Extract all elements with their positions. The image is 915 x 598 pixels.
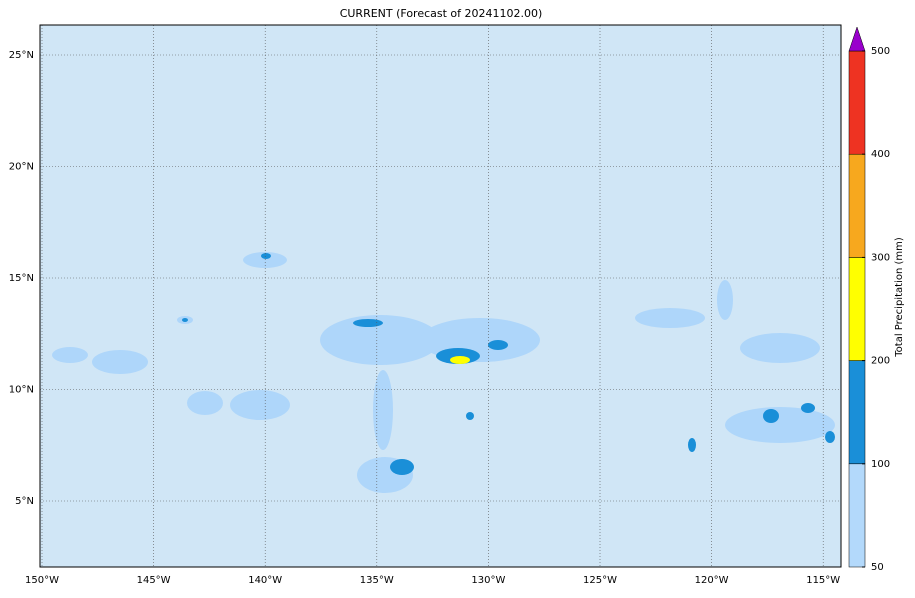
lon-label: 135°W <box>360 575 394 586</box>
colorbar-band <box>848 153 866 258</box>
precip-area <box>373 370 393 450</box>
precip-area <box>182 318 188 322</box>
precip-area <box>187 391 223 415</box>
precip-area <box>230 390 290 420</box>
colorbar-tick-label: 500 <box>871 46 890 57</box>
precip-area <box>825 431 835 443</box>
precip-area <box>450 356 470 364</box>
precip-area <box>353 319 383 327</box>
lon-label: 150°W <box>25 575 59 586</box>
colorbar-tick-label: 200 <box>871 356 890 367</box>
precip-area <box>801 403 815 413</box>
colorbar-label: Total Precipitation (mm) <box>894 237 905 358</box>
precip-area <box>488 340 508 350</box>
colorbar-extend <box>848 26 866 52</box>
precip-area <box>390 459 414 475</box>
colorbar-tick-label: 300 <box>871 252 890 263</box>
precip-area <box>763 409 779 423</box>
colorbar-band <box>848 360 866 465</box>
colorbar-tick-label: 400 <box>871 149 890 160</box>
precip-area <box>261 253 271 259</box>
map-frame <box>39 24 842 568</box>
lat-label: 10°N <box>9 385 34 396</box>
graticule <box>40 25 841 567</box>
lon-label: 115°W <box>806 575 840 586</box>
colorbar-tick-label: 50 <box>871 562 884 573</box>
lon-label: 120°W <box>695 575 729 586</box>
lon-label: 140°W <box>248 575 282 586</box>
ocean <box>40 25 841 567</box>
lat-label: 25°N <box>9 50 34 61</box>
lon-label: 125°W <box>583 575 617 586</box>
precip-area <box>688 438 696 452</box>
lat-label: 5°N <box>15 496 34 507</box>
lon-label: 130°W <box>471 575 505 586</box>
colorbar-band <box>848 257 866 361</box>
precip-area <box>740 333 820 363</box>
precip-areas <box>52 252 835 493</box>
lon-label: 145°W <box>137 575 171 586</box>
precip-area <box>320 315 440 365</box>
colorbar-tick-label: 100 <box>871 459 890 470</box>
precip-area <box>52 347 88 363</box>
precip-area <box>635 308 705 328</box>
precip-area <box>725 407 835 443</box>
lat-label: 15°N <box>9 273 34 284</box>
precip-area <box>466 412 474 420</box>
colorbar-band <box>848 463 866 568</box>
precip-area <box>92 350 148 374</box>
map-title: CURRENT (Forecast of 20241102.00) <box>340 7 543 20</box>
colorbar-band <box>848 50 866 155</box>
lat-label: 20°N <box>9 162 34 173</box>
precip-area <box>717 280 733 320</box>
